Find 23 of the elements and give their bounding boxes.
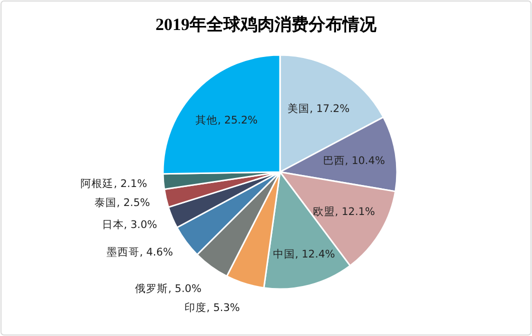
value-label: , 3.0%: [124, 218, 158, 231]
category-label: 巴西: [322, 155, 345, 168]
category-label: 俄罗斯: [135, 282, 168, 295]
value-label: , 17.2%: [310, 102, 350, 115]
category-label: 其他: [196, 114, 218, 126]
category-label: 美国: [288, 102, 310, 115]
category-label: 阿根廷: [80, 178, 114, 190]
value-label: , 5.3%: [206, 302, 240, 314]
category-label: 日本: [102, 218, 124, 231]
category-label: 中国: [272, 248, 295, 261]
value-label: , 12.4%: [294, 248, 335, 261]
value-label: , 2.5%: [116, 196, 150, 209]
category-label: 墨西哥: [106, 246, 140, 259]
value-label: , 25.2%: [218, 114, 258, 126]
value-label: , 2.1%: [114, 178, 148, 190]
category-label: 泰国: [94, 196, 117, 209]
chart-title: 2019年全球鸡肉消费分布情况: [156, 15, 378, 34]
value-label: , 10.4%: [344, 155, 385, 168]
category-label: 印度: [184, 302, 207, 314]
value-label: , 12.1%: [334, 206, 375, 218]
value-label: , 4.6%: [140, 246, 173, 259]
category-label: 欧盟: [312, 206, 335, 218]
value-label: , 5.0%: [168, 282, 202, 295]
